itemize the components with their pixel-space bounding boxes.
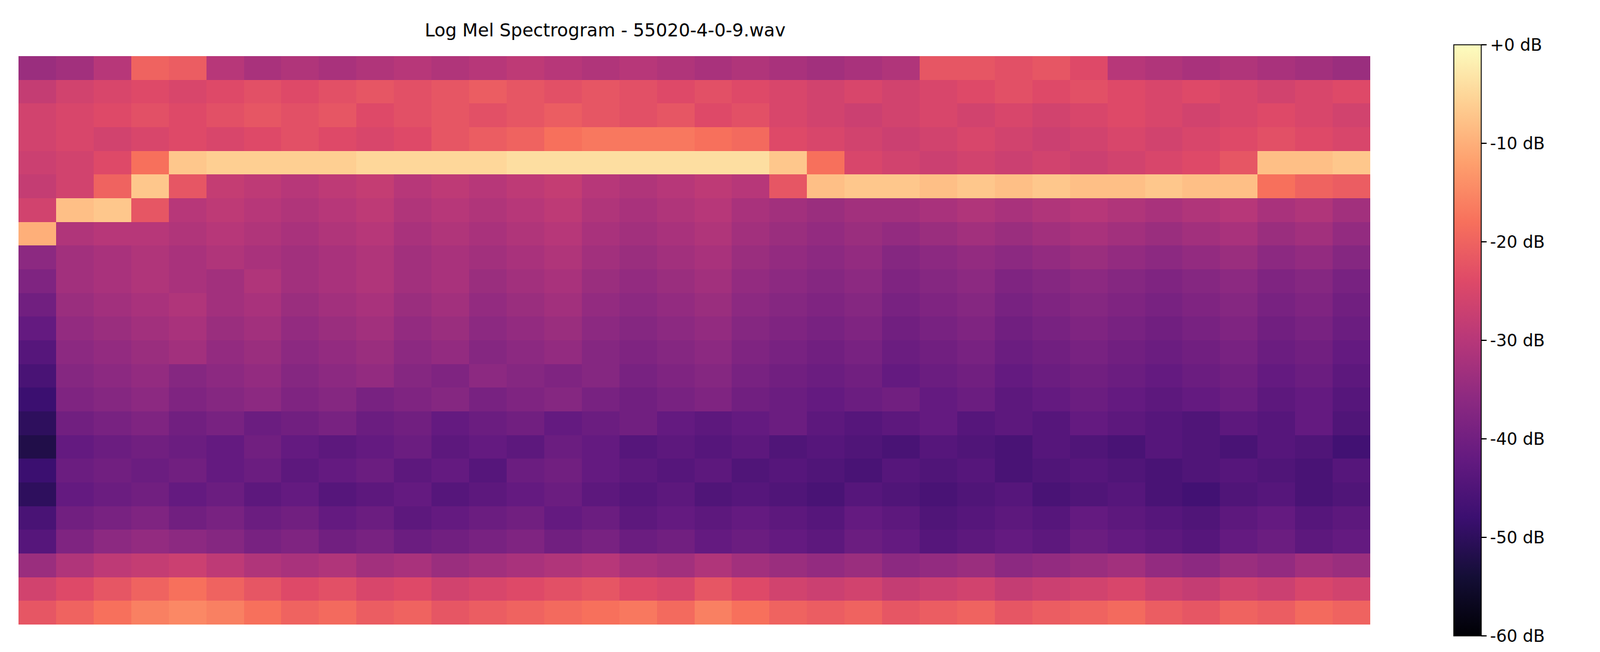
- svg-text:Log Mel Spectrogram - 55020-4-: Log Mel Spectrogram - 55020-4-0-9.wav: [424, 19, 786, 41]
- svg-text:-40 dB: -40 dB: [1490, 429, 1546, 449]
- svg-text:-20 dB: -20 dB: [1490, 232, 1546, 252]
- svg-text:-60 dB: -60 dB: [1490, 626, 1546, 646]
- svg-text:+0 dB: +0 dB: [1490, 35, 1543, 55]
- svg-text:-30 dB: -30 dB: [1490, 330, 1546, 351]
- svg-text:-50 dB: -50 dB: [1490, 527, 1546, 548]
- svg-text:-10 dB: -10 dB: [1490, 133, 1546, 154]
